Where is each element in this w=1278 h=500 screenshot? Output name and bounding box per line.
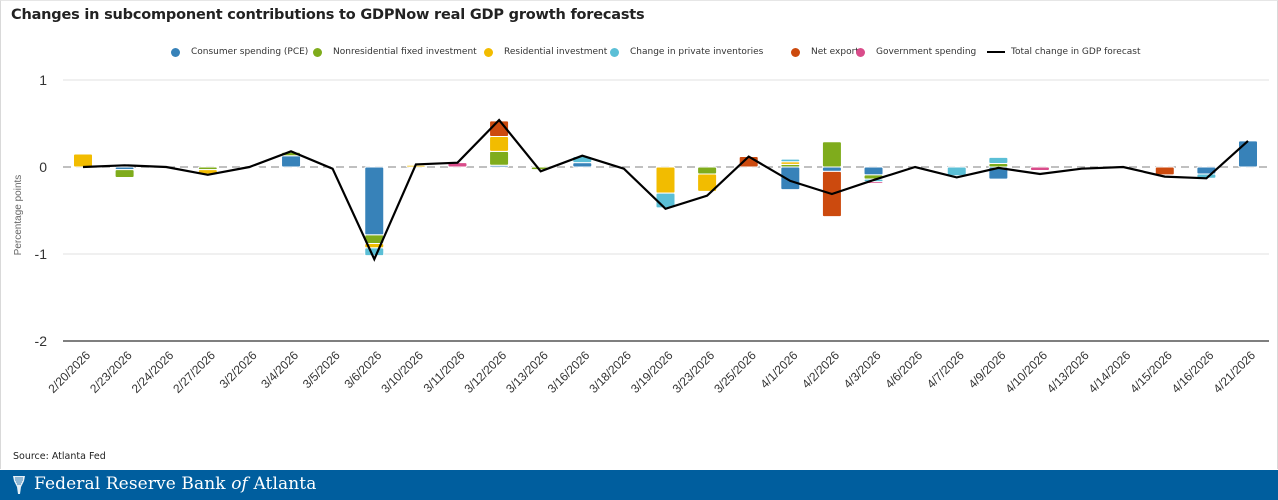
bar-segment[interactable]	[946, 166, 967, 177]
bar-segment[interactable]	[1154, 166, 1175, 176]
legend-item[interactable]: Total change in GDP forecast	[987, 47, 1141, 57]
bar-segment[interactable]	[863, 166, 884, 176]
legend-label: Government spending	[876, 47, 977, 57]
x-tick-label: 4/16/2026	[1169, 348, 1217, 396]
chart-plot: 1 0 -1 -2 Percentage points 2/20/20262/23/202…	[13, 72, 1269, 396]
org-name-part1: Federal Reserve Bank	[34, 474, 232, 494]
bar-segment[interactable]	[1238, 140, 1258, 168]
chart-title: Changes in subcomponent contributions to…	[11, 7, 645, 23]
legend-dot-swatch	[610, 47, 619, 57]
bar-segment[interactable]	[489, 150, 510, 166]
x-tick-label: 3/13/2026	[503, 348, 551, 396]
legend-item[interactable]: Residential investment	[484, 47, 607, 57]
bar-segment[interactable]	[988, 163, 1009, 168]
x-tick-label: 3/25/2026	[711, 348, 759, 396]
bar-segment[interactable]	[780, 166, 801, 191]
x-tick-label: 2/24/2026	[129, 348, 177, 396]
x-tick-label: 3/18/2026	[586, 348, 634, 396]
x-tick-label: 3/5/2026	[300, 348, 343, 391]
y-axis-title: Percentage points	[13, 175, 24, 256]
legend-item[interactable]: Change in private inventories	[610, 47, 763, 57]
legend-label: Net exports	[811, 47, 864, 57]
x-tick-label: 3/2/2026	[217, 348, 260, 391]
x-tick-label: 4/1/2026	[758, 348, 801, 391]
eagle-logo-icon	[13, 476, 25, 494]
legend: Consumer spending (PCE) Nonresidential fi…	[1, 47, 1278, 63]
legend-label: Consumer spending (PCE)	[191, 47, 309, 57]
x-tick-label: 4/10/2026	[1002, 348, 1050, 396]
x-tick-label: 3/12/2026	[462, 348, 510, 396]
bar-segment[interactable]	[655, 166, 676, 194]
x-tick-label: 4/2/2026	[799, 348, 842, 391]
bar-segment[interactable]	[697, 166, 718, 175]
x-tick-label: 2/23/2026	[87, 348, 135, 396]
bar-segment[interactable]	[73, 153, 93, 168]
source-note: Source: Atlanta Fed	[13, 451, 106, 462]
legend-label: Nonresidential fixed investment	[333, 47, 477, 57]
axis-layer: 1 0 -1 -2 Percentage points 2/20/20262/23/202…	[13, 72, 1258, 396]
x-tick-label: 4/9/2026	[966, 348, 1009, 391]
legend-dot-swatch	[791, 47, 800, 57]
x-tick-label: 3/6/2026	[341, 348, 384, 391]
y-tick-label: 1	[39, 72, 47, 88]
footer-banner: Federal Reserve Bank of Atlanta	[0, 470, 1278, 500]
bar-segment[interactable]	[281, 155, 302, 168]
bar-segment[interactable]	[489, 136, 510, 152]
bar-segment[interactable]	[364, 166, 385, 236]
legend-label: Change in private inventories	[630, 47, 764, 57]
x-tick-label: 4/6/2026	[882, 348, 925, 391]
bar-segment[interactable]	[572, 162, 593, 168]
bar-segment[interactable]	[821, 141, 842, 168]
bar-segment[interactable]	[697, 173, 718, 192]
x-tick-label: 4/13/2026	[1044, 348, 1092, 396]
legend-item[interactable]: Nonresidential fixed investment	[313, 47, 477, 57]
x-tick-label: 4/3/2026	[841, 348, 884, 391]
y-tick-label: -2	[35, 333, 48, 349]
x-tick-label: 4/15/2026	[1127, 348, 1175, 396]
legend-dot-swatch	[313, 47, 322, 57]
org-name-of: of	[231, 474, 248, 494]
legend-label: Residential investment	[504, 47, 608, 57]
y-tick-label: 0	[39, 159, 47, 175]
legend-label: Total change in GDP forecast	[1011, 47, 1141, 57]
bar-segment[interactable]	[114, 169, 135, 178]
x-tick-label: 3/16/2026	[545, 348, 593, 396]
org-name-part2: Atlanta	[247, 474, 317, 494]
line-layer	[82, 118, 1249, 262]
x-tick-label: 3/19/2026	[628, 348, 676, 396]
x-tick-label: 4/7/2026	[924, 348, 967, 391]
total-change-line[interactable]	[82, 118, 1249, 262]
legend-dot-swatch	[856, 47, 865, 57]
x-tick-label: 4/21/2026	[1210, 348, 1258, 396]
chart-container: Changes in subcomponent contributions to…	[0, 0, 1278, 469]
legend-item[interactable]: Net exports	[791, 47, 864, 57]
x-tick-label: 4/14/2026	[1086, 348, 1134, 396]
x-tick-label: 2/20/2026	[45, 348, 93, 396]
x-tick-label: 2/27/2026	[170, 348, 218, 396]
bar-segment[interactable]	[821, 166, 842, 172]
bar-segment[interactable]	[1029, 166, 1050, 171]
bar-segment[interactable]	[988, 156, 1009, 165]
legend-item[interactable]: Consumer spending (PCE)	[171, 47, 308, 57]
legend-dot-swatch	[484, 47, 493, 57]
x-tick-label: 3/4/2026	[258, 348, 301, 391]
grid-layer	[63, 79, 1269, 342]
legend-dot-swatch	[171, 47, 180, 57]
bar-segment[interactable]	[364, 247, 385, 257]
legend-item[interactable]: Government spending	[856, 47, 976, 57]
x-tick-label: 3/11/2026	[421, 348, 468, 395]
y-tick-label: -1	[35, 246, 48, 262]
organization-name: Federal Reserve Bank of Atlanta	[34, 474, 316, 494]
legend-line-swatch	[987, 51, 1005, 53]
x-tick-label: 3/23/2026	[670, 348, 718, 396]
x-tick-label: 3/10/2026	[378, 348, 426, 396]
bar-layer	[73, 120, 1258, 258]
bar-segment[interactable]	[780, 158, 801, 163]
